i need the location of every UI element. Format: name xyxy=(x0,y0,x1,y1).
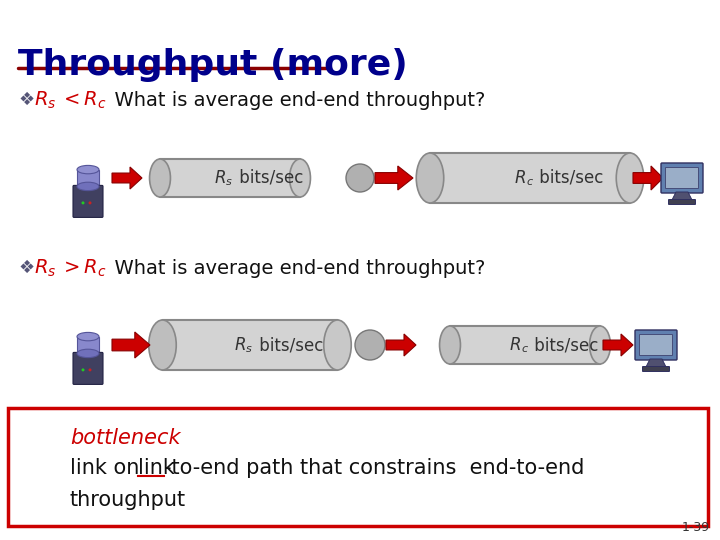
Polygon shape xyxy=(112,167,142,189)
Text: $> R_c$: $> R_c$ xyxy=(60,258,107,279)
Ellipse shape xyxy=(590,326,611,364)
Text: bits/sec: bits/sec xyxy=(234,169,303,187)
FancyBboxPatch shape xyxy=(73,353,103,384)
Ellipse shape xyxy=(77,349,99,357)
Text: bottleneck: bottleneck xyxy=(70,428,181,448)
Text: R: R xyxy=(509,336,521,354)
Polygon shape xyxy=(386,334,416,356)
Ellipse shape xyxy=(77,165,99,174)
FancyBboxPatch shape xyxy=(163,320,338,370)
Ellipse shape xyxy=(77,333,99,341)
Polygon shape xyxy=(77,170,99,186)
FancyBboxPatch shape xyxy=(450,326,600,364)
Text: Throughput (more): Throughput (more) xyxy=(18,48,408,82)
FancyBboxPatch shape xyxy=(642,367,670,372)
Text: -to-end path that constrains  end-to-end: -to-end path that constrains end-to-end xyxy=(164,458,585,478)
Polygon shape xyxy=(112,332,150,358)
Ellipse shape xyxy=(81,201,84,205)
Text: s: s xyxy=(246,344,252,354)
Text: bits/sec: bits/sec xyxy=(529,336,598,354)
Text: ❖: ❖ xyxy=(18,91,34,109)
Text: bits/sec: bits/sec xyxy=(534,169,603,187)
Polygon shape xyxy=(77,336,99,353)
FancyBboxPatch shape xyxy=(73,185,103,218)
Text: $R_s$: $R_s$ xyxy=(34,89,56,111)
Ellipse shape xyxy=(77,182,99,191)
Text: link on: link on xyxy=(70,458,146,478)
FancyBboxPatch shape xyxy=(8,408,708,526)
Polygon shape xyxy=(633,166,663,190)
FancyBboxPatch shape xyxy=(635,330,677,360)
Polygon shape xyxy=(603,334,633,356)
Ellipse shape xyxy=(346,164,374,192)
Ellipse shape xyxy=(81,368,84,372)
Ellipse shape xyxy=(355,330,385,360)
Text: link: link xyxy=(138,458,175,478)
Text: throughput: throughput xyxy=(70,490,186,510)
Text: $< R_c$: $< R_c$ xyxy=(60,89,107,111)
Ellipse shape xyxy=(324,320,351,370)
Ellipse shape xyxy=(89,368,91,372)
FancyBboxPatch shape xyxy=(665,167,698,188)
FancyBboxPatch shape xyxy=(668,199,696,205)
Polygon shape xyxy=(375,166,413,190)
Text: $R_s$: $R_s$ xyxy=(34,258,56,279)
Text: ❖: ❖ xyxy=(18,259,34,277)
FancyBboxPatch shape xyxy=(160,159,300,197)
Text: 1-39: 1-39 xyxy=(682,521,710,534)
Ellipse shape xyxy=(150,159,171,197)
Ellipse shape xyxy=(416,153,444,203)
Text: R: R xyxy=(215,169,226,187)
Ellipse shape xyxy=(439,326,461,364)
FancyBboxPatch shape xyxy=(639,334,672,355)
Ellipse shape xyxy=(149,320,176,370)
Polygon shape xyxy=(646,359,666,367)
Text: bits/sec: bits/sec xyxy=(254,336,323,354)
Text: s: s xyxy=(226,177,232,187)
Text: c: c xyxy=(521,344,527,354)
Ellipse shape xyxy=(616,153,644,203)
Ellipse shape xyxy=(289,159,310,197)
Text: R: R xyxy=(234,336,246,354)
Text: R: R xyxy=(514,169,526,187)
Text: What is average end-end throughput?: What is average end-end throughput? xyxy=(102,259,485,278)
FancyBboxPatch shape xyxy=(661,163,703,193)
Polygon shape xyxy=(672,192,692,200)
FancyBboxPatch shape xyxy=(430,153,630,203)
Text: What is average end-end throughput?: What is average end-end throughput? xyxy=(102,91,485,110)
Text: c: c xyxy=(526,177,532,187)
Ellipse shape xyxy=(89,201,91,205)
